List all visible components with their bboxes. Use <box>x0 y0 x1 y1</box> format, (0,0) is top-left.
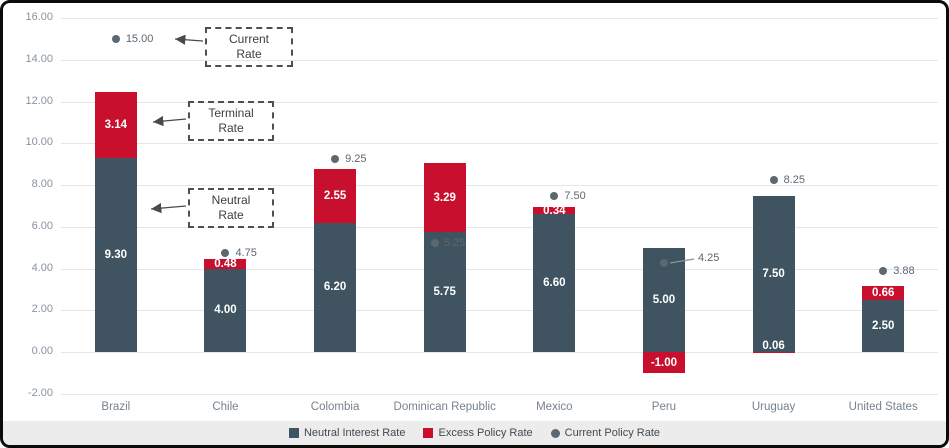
current-rate-label-united-states: 3.88 <box>893 265 915 278</box>
y-axis-tick-label: 14.00 <box>25 52 53 65</box>
current-rate-dot-peru <box>659 259 668 268</box>
chart-legend: Neutral Interest Rate Excess Policy Rate C… <box>3 421 946 445</box>
gridline <box>61 101 938 103</box>
current-rate-dot-dominican-republic <box>430 238 439 247</box>
annotation-line: Current <box>228 32 269 46</box>
bar-neutral-dominican-republic <box>423 232 466 353</box>
current-rate-label-colombia: 9.25 <box>345 153 367 165</box>
bar-excess-dominican-republic <box>423 163 466 233</box>
gridline <box>61 18 938 19</box>
legend-label: Neutral Interest Rate <box>303 427 406 439</box>
category-label-brazil: Brazil <box>101 401 131 413</box>
bar-label-excess-united-states: 0.66 <box>871 287 895 300</box>
current-rate-dot-chile <box>221 249 230 257</box>
gridline <box>61 59 938 61</box>
legend-square-swatch <box>423 428 434 438</box>
bar-label-excess-colombia: 2.55 <box>323 190 347 203</box>
bar-excess-chile <box>204 258 247 269</box>
current-rate-dot-mexico <box>550 191 559 200</box>
gridline <box>61 185 938 187</box>
y-axis-tick-label: -2.00 <box>27 387 53 399</box>
annotation-line: Neutral <box>211 193 251 207</box>
bar-label-excess-brazil: 3.14 <box>104 119 128 132</box>
gridline <box>61 352 938 354</box>
bar-neutral-chile <box>204 268 247 353</box>
category-label-united-states: United States <box>848 401 918 413</box>
legend-item-current-policy-rate: Current Policy Rate <box>550 427 661 439</box>
legend-dot-swatch <box>550 428 560 438</box>
legend-square-swatch <box>288 428 299 438</box>
gridline <box>61 226 938 228</box>
current-rate-label-chile: 4.75 <box>235 247 257 259</box>
y-axis-tick-label: 10.00 <box>25 136 53 149</box>
bar-label-excess-dominican-republic: 3.29 <box>433 191 456 204</box>
category-label-uruguay: Uruguay <box>751 401 796 413</box>
legend-label: Excess Policy Rate <box>438 427 533 439</box>
y-axis-tick-label: 16.00 <box>25 11 53 23</box>
bar-neutral-brazil <box>94 157 137 353</box>
current-rate-dot-uruguay <box>769 175 778 184</box>
bar-label-neutral-uruguay: 7.50 <box>762 267 785 280</box>
annotation-line: Rate <box>218 121 244 135</box>
bar-label-excess-uruguay: 0.06 <box>762 340 785 353</box>
current-rate-dot-brazil <box>111 34 120 43</box>
gridline <box>61 394 938 395</box>
current-rate-label-peru: 4.25 <box>697 252 720 265</box>
y-axis-tick-label: 12.00 <box>25 94 53 107</box>
bar-label-neutral-united-states: 2.50 <box>871 320 895 333</box>
y-axis-tick-label: 0.00 <box>31 345 53 358</box>
bar-label-neutral-dominican-republic: 5.75 <box>433 286 456 299</box>
annotation-line: Rate <box>236 47 262 61</box>
current-rate-label-mexico: 7.50 <box>564 189 586 202</box>
y-axis-tick-label: 8.00 <box>31 178 53 191</box>
y-axis-tick-label: 2.00 <box>31 303 53 316</box>
annotation-arrows <box>150 34 695 264</box>
bar-excess-uruguay <box>752 352 795 354</box>
bar-label-neutral-colombia: 6.20 <box>323 281 347 294</box>
annotation-terminal-rate: Terminal Rate <box>188 101 274 141</box>
bar-label-neutral-mexico: 6.60 <box>543 277 566 290</box>
annotation-line: Terminal <box>208 106 254 120</box>
bar-label-excess-peru: -1.00 <box>650 356 678 369</box>
bar-neutral-united-states <box>862 300 905 353</box>
current-rate-label-brazil: 15.00 <box>125 32 154 45</box>
y-axis-tick-label: 4.00 <box>31 261 53 274</box>
legend-item-neutral-interest-rate: Neutral Interest Rate <box>288 427 406 439</box>
current-rate-label-dominican-republic: 5.25 <box>443 236 466 249</box>
current-rate-label-uruguay: 8.25 <box>783 173 805 186</box>
category-label-mexico: Mexico <box>536 401 573 413</box>
legend-item-excess-policy-rate: Excess Policy Rate <box>423 427 533 439</box>
bar-excess-mexico <box>533 207 576 215</box>
annotation-line: Rate <box>218 208 244 222</box>
bar-neutral-uruguay <box>752 195 795 353</box>
annotation-current-rate: Current Rate <box>205 27 293 67</box>
current-rate-dot-united-states <box>879 267 888 276</box>
bar-excess-brazil <box>94 92 137 158</box>
bar-excess-colombia <box>314 169 357 223</box>
gridline <box>61 310 938 312</box>
gridline <box>61 268 938 270</box>
bar-label-neutral-brazil: 9.30 <box>104 249 128 262</box>
gridline <box>61 143 938 145</box>
bar-neutral-colombia <box>314 222 357 353</box>
category-label-colombia: Colombia <box>310 401 360 413</box>
category-label-chile: Chile <box>212 401 239 413</box>
legend-label: Current Policy Rate <box>564 427 661 439</box>
annotation-neutral-rate: Neutral Rate <box>188 188 274 228</box>
bar-excess-peru <box>642 352 685 374</box>
bar-label-excess-chile: 0.48 <box>214 257 237 270</box>
bar-excess-united-states <box>862 286 905 300</box>
bar-label-neutral-peru: 5.00 <box>652 294 676 306</box>
bar-label-neutral-chile: 4.00 <box>214 304 237 317</box>
current-rate-dot-colombia <box>331 155 340 163</box>
category-label-dominican-republic: Dominican Republic <box>393 401 496 413</box>
category-label-peru: Peru <box>651 401 677 413</box>
bar-label-excess-mexico: 0.34 <box>543 204 566 217</box>
y-axis-tick-label: 6.00 <box>31 219 53 232</box>
bar-neutral-mexico <box>533 214 576 353</box>
